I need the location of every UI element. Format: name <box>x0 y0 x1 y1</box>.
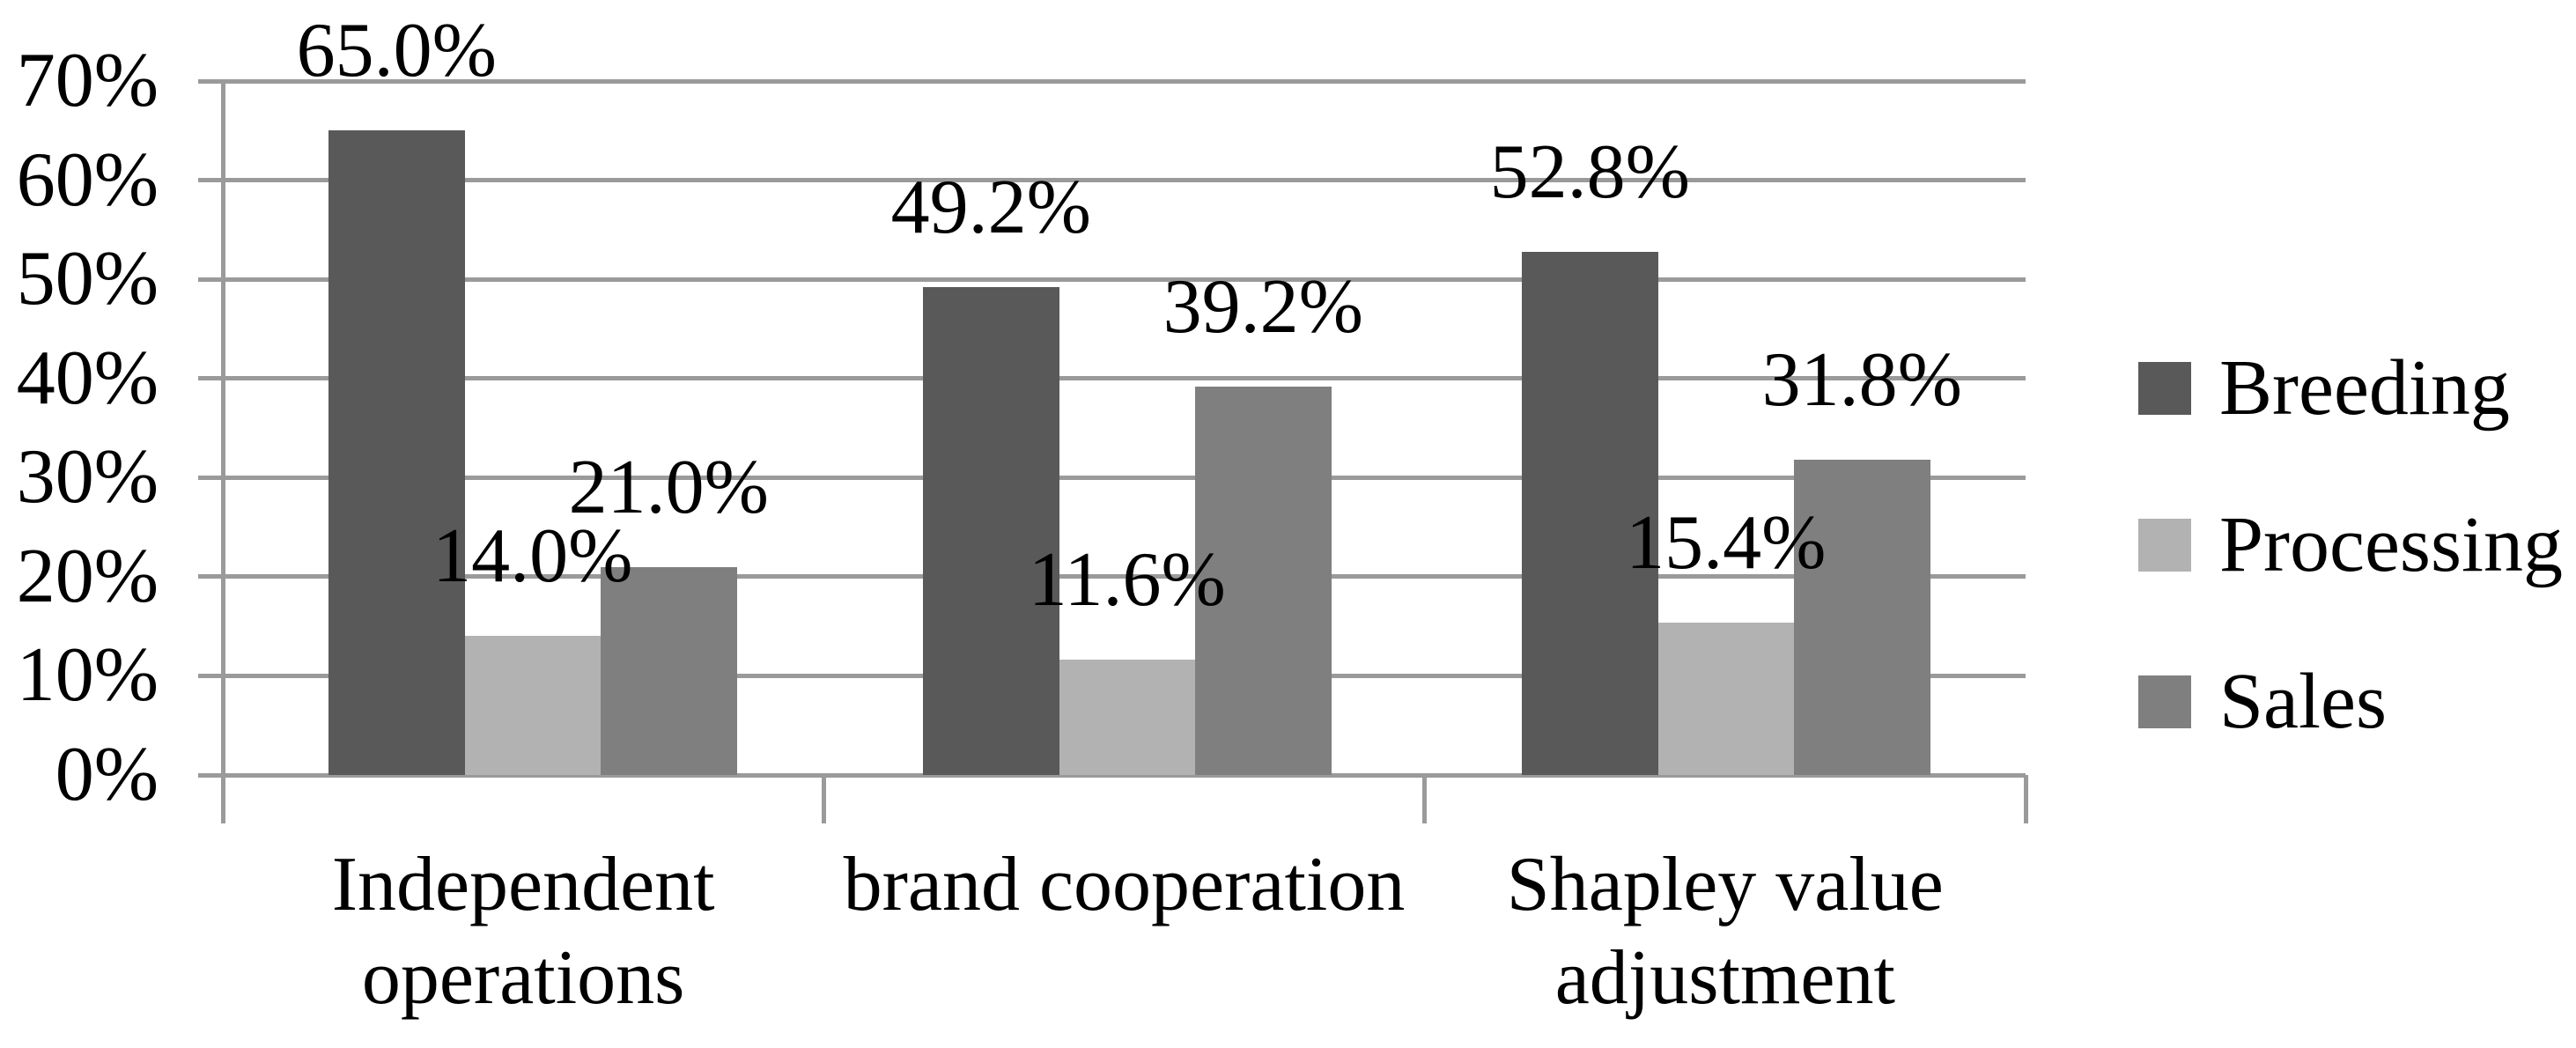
y-axis-line <box>221 81 225 775</box>
bar-sales-2 <box>1794 460 1930 775</box>
legend-label: Breeding <box>2219 344 2510 432</box>
gridline <box>198 78 2026 84</box>
bar-breeding-2 <box>1522 251 1658 775</box>
data-label: 52.8% <box>1489 129 1690 215</box>
category-axis-tick <box>821 775 826 823</box>
legend-item-breeding: Breeding <box>2138 349 2563 428</box>
data-label: 39.2% <box>1163 263 1363 350</box>
category-label-line: adjustment <box>1554 935 1895 1021</box>
gridline <box>198 376 2026 381</box>
x-axis-line <box>198 772 2026 778</box>
y-axis-tick-label: 70% <box>16 38 159 123</box>
bar-sales-1 <box>1195 386 1332 775</box>
bar-processing-2 <box>1657 622 1794 775</box>
gridline <box>198 277 2026 282</box>
category-axis-tick <box>1422 775 1428 823</box>
y-axis-tick-label: 60% <box>16 137 159 223</box>
y-axis-tick-label: 40% <box>16 335 159 421</box>
data-label: 15.4% <box>1626 499 1827 586</box>
category-axis-tick <box>2023 775 2028 823</box>
category-label: brand cooperation <box>844 838 1406 932</box>
plot-area: 65.0% 49.2% 52.8% 14.0% 11.6% 15.4% 21.0% 39.2%… <box>198 9 2028 823</box>
bar-processing-0 <box>464 636 601 775</box>
data-label: 21.0% <box>568 444 769 530</box>
category-label: Independent operations <box>332 838 715 1025</box>
category-label-line: Independent <box>331 842 715 927</box>
legend-swatch-icon <box>2138 362 2191 415</box>
category-label-line: brand cooperation <box>843 842 1406 927</box>
bar-breeding-0 <box>328 130 465 775</box>
category-label: Shapley value adjustment <box>1507 838 1944 1025</box>
y-axis-tick-label: 20% <box>16 533 159 619</box>
category-axis-tick <box>220 775 225 823</box>
legend-label: Processing <box>2219 501 2563 588</box>
legend-swatch-icon <box>2138 675 2191 728</box>
y-axis-tick-label: 0% <box>55 732 159 817</box>
category-label-line: Shapley value <box>1506 842 1944 927</box>
category-label-line: operations <box>361 935 685 1021</box>
data-label: 49.2% <box>890 165 1091 251</box>
gridline <box>198 574 2026 579</box>
data-label: 65.0% <box>296 8 497 94</box>
gridline <box>198 475 2026 480</box>
legend-item-sales: Sales <box>2138 662 2563 742</box>
legend-item-processing: Processing <box>2138 506 2563 585</box>
data-label: 14.0% <box>432 513 633 600</box>
legend: Breeding Processing Sales <box>2138 349 2563 742</box>
y-axis-tick-label: 30% <box>16 434 159 520</box>
y-axis-tick-label: 10% <box>16 632 159 719</box>
y-axis-tick-label: 50% <box>16 236 159 322</box>
bar-processing-1 <box>1059 660 1195 775</box>
legend-label: Sales <box>2219 658 2387 745</box>
gridline <box>198 178 2026 183</box>
legend-swatch-icon <box>2138 519 2191 572</box>
bar-breeding-1 <box>923 287 1059 775</box>
bar-sales-0 <box>601 566 737 775</box>
data-label: 31.8% <box>1761 337 1962 424</box>
data-label: 11.6% <box>1028 537 1226 624</box>
